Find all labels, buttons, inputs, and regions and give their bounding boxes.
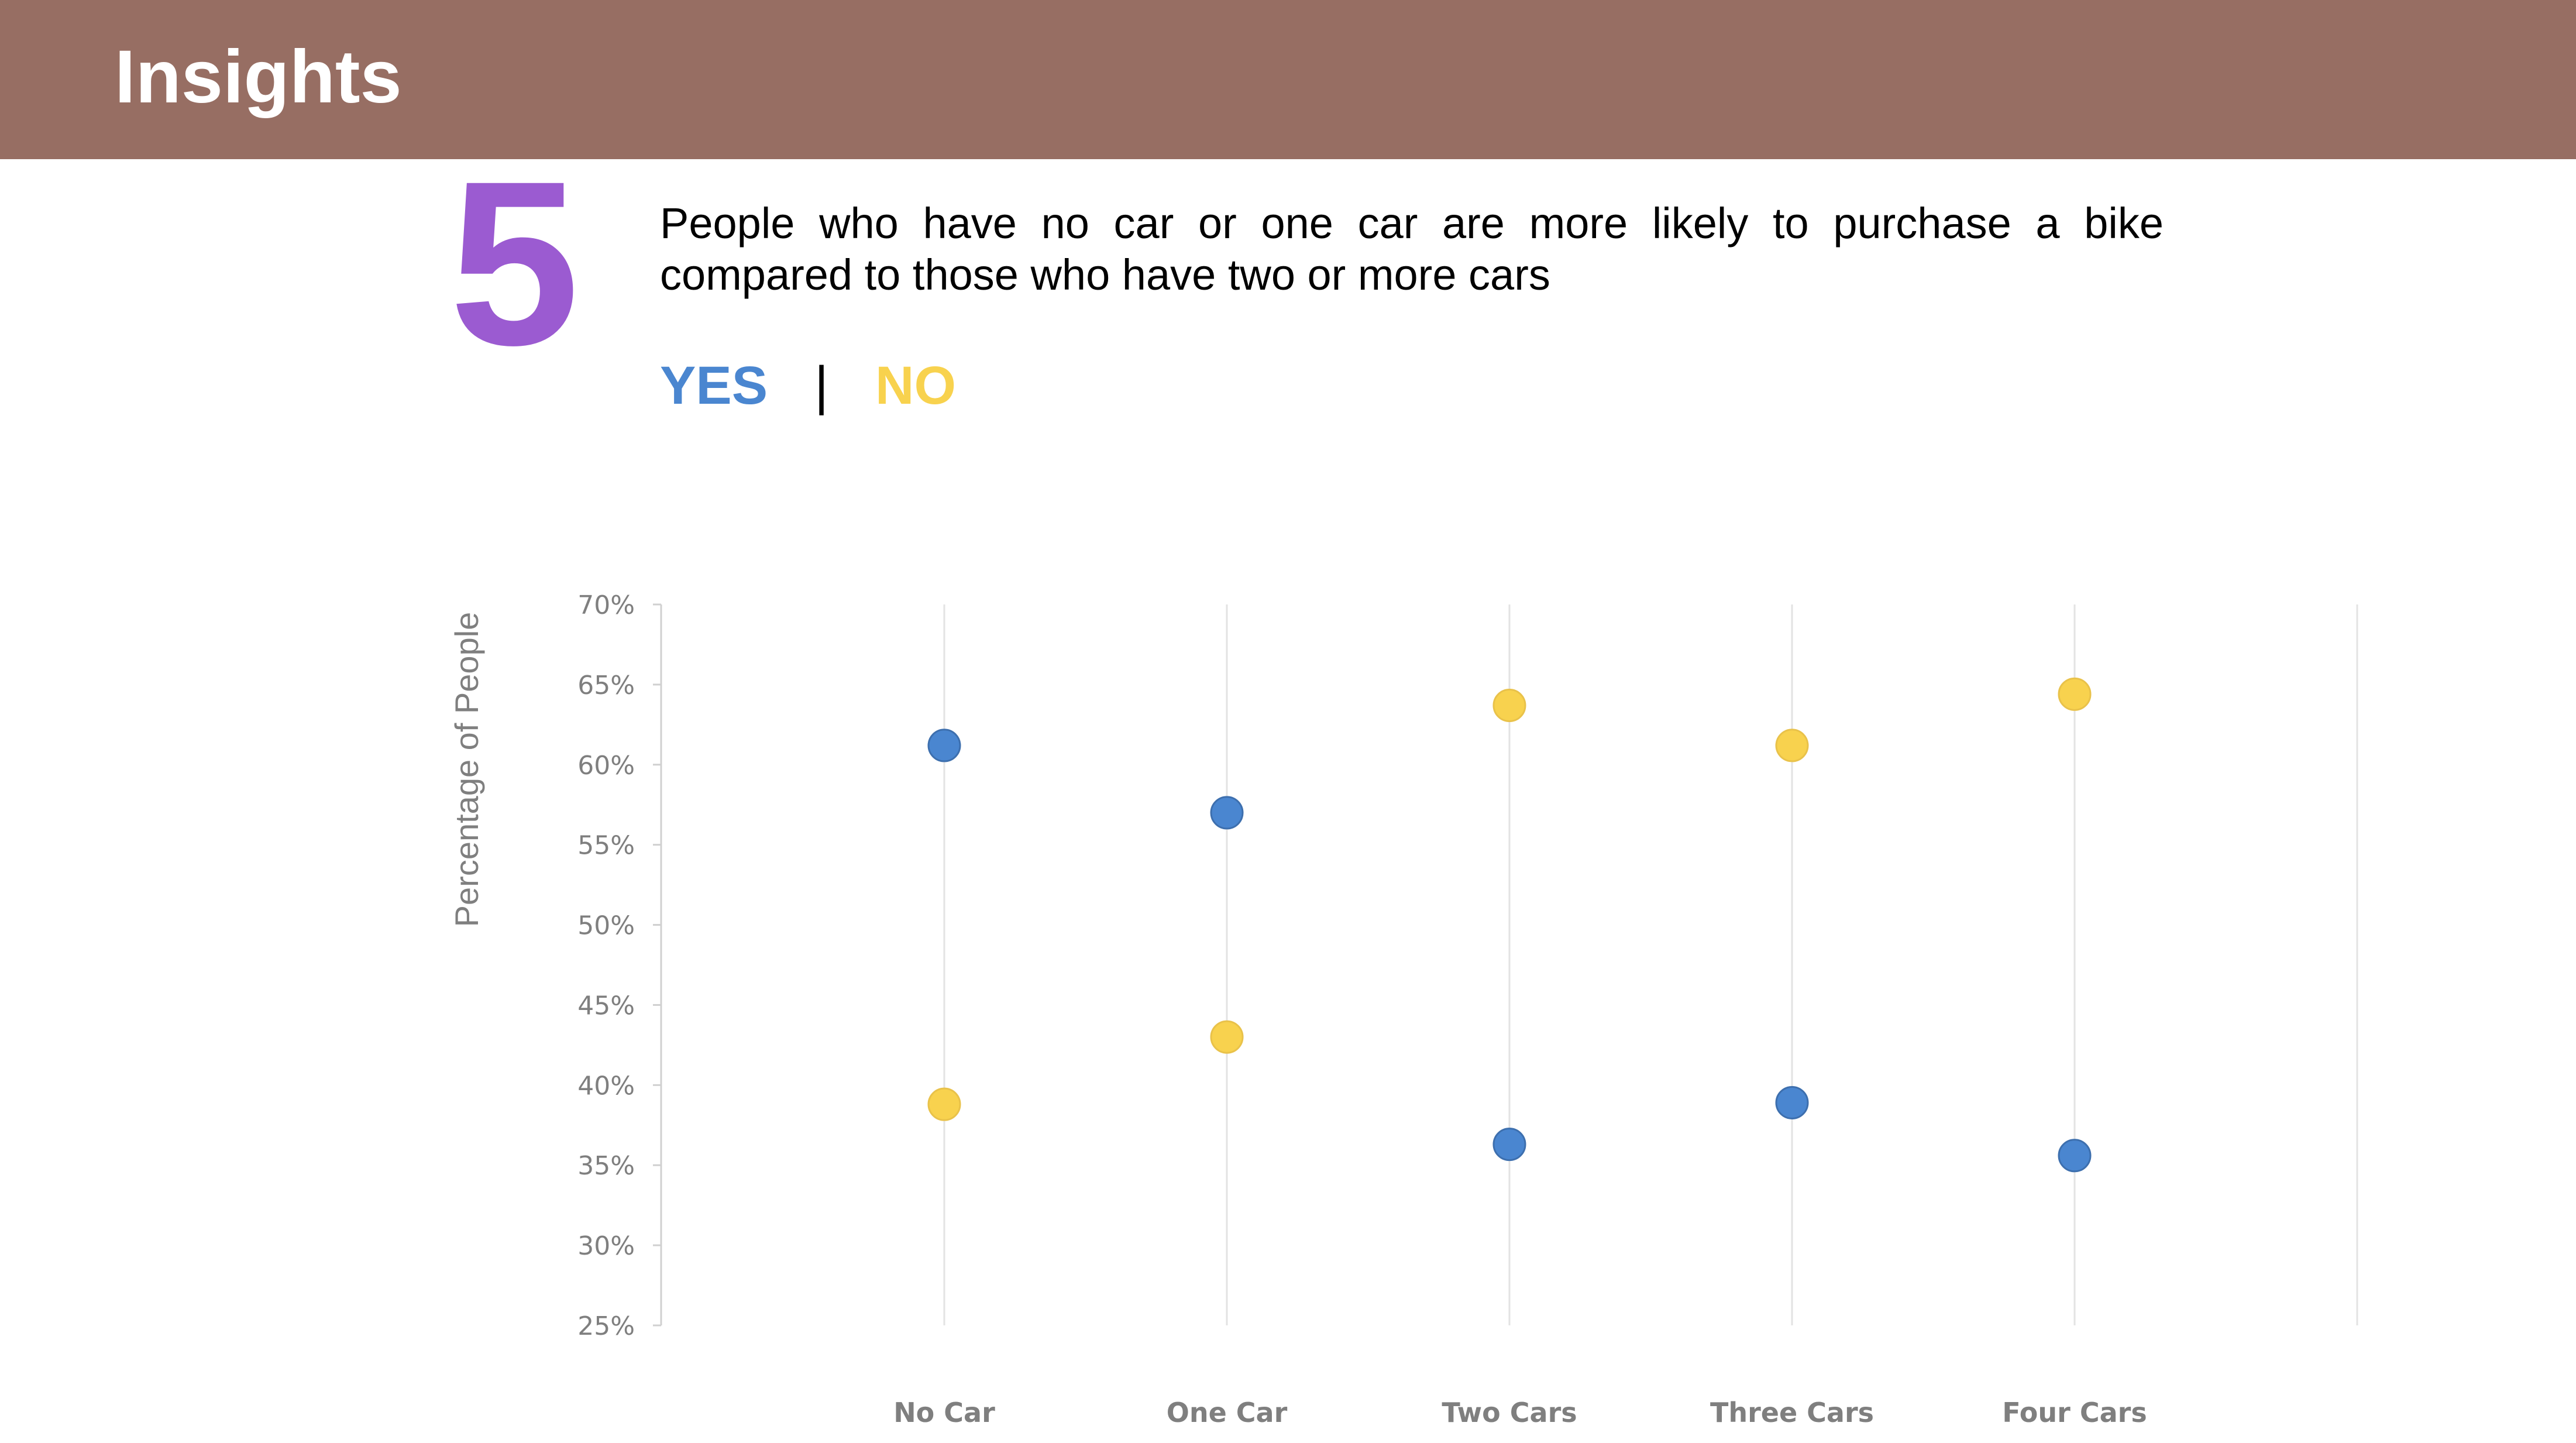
yes-data-point: [2058, 1139, 2092, 1173]
yes-data-point: [927, 729, 961, 762]
y-tick-label: 45%: [577, 991, 635, 1021]
x-category-label: Four Cars: [2002, 1397, 2147, 1428]
insight-text: People who have no car or one car are mo…: [660, 199, 2164, 299]
y-tick-label: 25%: [577, 1311, 635, 1341]
page-title: Insights: [115, 35, 402, 119]
legend-yes: YES: [660, 356, 768, 415]
y-tick-label: 30%: [577, 1231, 635, 1261]
y-tick-label: 65%: [577, 671, 635, 700]
yes-data-point: [1210, 796, 1244, 830]
no-data-point: [927, 1087, 961, 1121]
y-tick-label: 60%: [577, 751, 635, 781]
yes-data-point: [1775, 1085, 1809, 1119]
x-category-label: No Car: [893, 1397, 995, 1428]
legend-no: NO: [875, 356, 956, 415]
no-data-point: [1492, 688, 1526, 722]
yes-data-point: [1492, 1128, 1526, 1162]
y-tick-label: 70%: [577, 590, 635, 620]
y-tick-label: 40%: [577, 1071, 635, 1101]
no-data-point: [2058, 677, 2092, 711]
answer-legend: YES | NO: [660, 353, 956, 418]
x-category-label: One Car: [1167, 1397, 1288, 1428]
x-category-label: Two Cars: [1442, 1397, 1577, 1428]
y-tick-label: 55%: [577, 831, 635, 861]
legend-separator: |: [814, 356, 828, 415]
header-bar: Insights: [0, 0, 2576, 159]
no-data-point: [1775, 729, 1809, 762]
y-tick-label: 35%: [577, 1151, 635, 1181]
x-category-label: Three Cars: [1710, 1397, 1874, 1428]
y-axis-title: Percentage of People: [448, 612, 485, 927]
y-tick-label: 50%: [577, 911, 635, 941]
no-data-point: [1210, 1020, 1244, 1054]
insight-number: 5: [449, 132, 580, 394]
